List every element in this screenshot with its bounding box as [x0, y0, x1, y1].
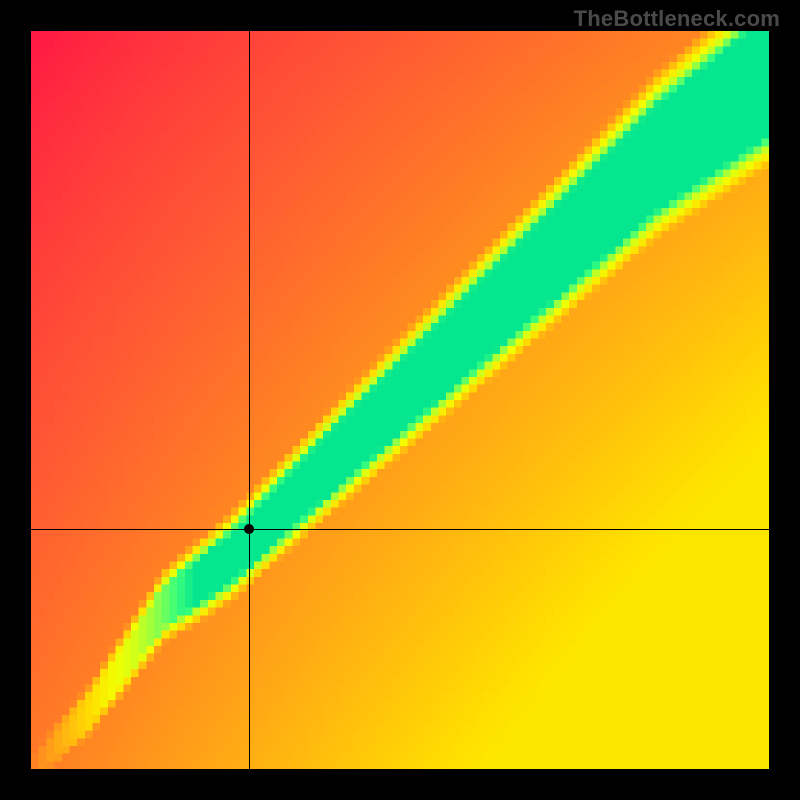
watermark-text: TheBottleneck.com: [574, 6, 780, 32]
heatmap-plot: [31, 31, 769, 769]
crosshair-horizontal: [31, 529, 769, 530]
heatmap-canvas: [31, 31, 769, 769]
marker-dot: [244, 524, 254, 534]
crosshair-vertical: [249, 31, 250, 769]
